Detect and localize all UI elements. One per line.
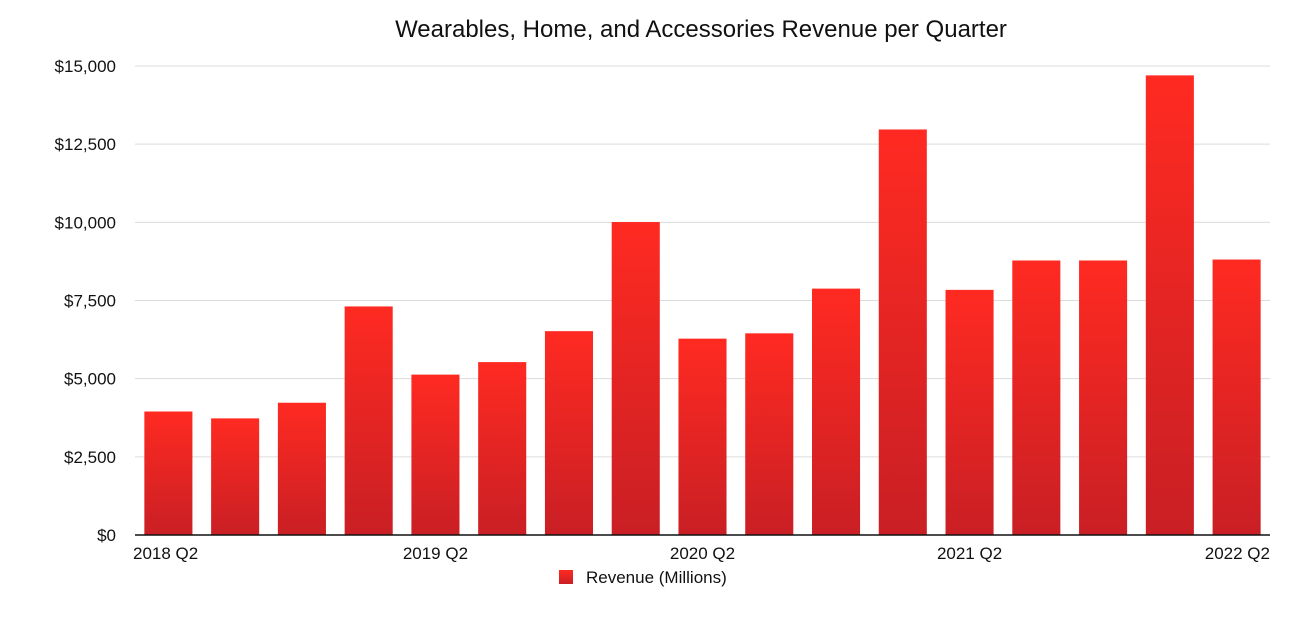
- x-tick-label: 2018 Q2: [133, 544, 198, 563]
- bar: [745, 333, 794, 535]
- bars: [144, 75, 1261, 536]
- y-tick-label: $0: [97, 526, 116, 545]
- bar: [1079, 260, 1128, 535]
- bar: [811, 288, 861, 535]
- x-axis: 2018 Q2 2019 Q2 2020 Q2 2021 Q2 2022 Q2: [133, 534, 1270, 563]
- bar: [277, 402, 326, 535]
- y-tick-label: $12,500: [55, 135, 116, 154]
- y-tick-label: $10,000: [55, 213, 116, 232]
- x-tick-label: 2022 Q2: [1205, 544, 1270, 563]
- bar: [411, 374, 460, 535]
- bar: [544, 331, 594, 535]
- bar: [144, 411, 193, 535]
- bar: [344, 306, 393, 535]
- y-tick-label: $2,500: [64, 448, 116, 467]
- bar: [478, 362, 527, 535]
- bar: [611, 222, 660, 535]
- bar: [211, 418, 260, 535]
- y-tick-label: $5,000: [64, 370, 116, 389]
- bar: [1145, 75, 1194, 535]
- bar: [878, 129, 927, 536]
- y-tick-label: $7,500: [64, 292, 116, 311]
- x-tick-label: 2021 Q2: [937, 544, 1002, 563]
- bar: [678, 338, 727, 535]
- bar: [1012, 260, 1061, 535]
- y-axis: $0 $2,500 $5,000 $7,500 $10,000 $12,500 $15,00…: [55, 57, 116, 545]
- x-tick-label: 2019 Q2: [403, 544, 468, 563]
- legend: Revenue (Millions): [559, 568, 727, 587]
- legend-label: Revenue (Millions): [586, 568, 727, 587]
- y-tick-label: $15,000: [55, 57, 116, 76]
- legend-swatch: [559, 570, 573, 584]
- chart-title: Wearables, Home, and Accessories Revenue…: [395, 16, 1007, 43]
- bar: [1212, 259, 1261, 535]
- bar: [945, 289, 994, 535]
- x-tick-label: 2020 Q2: [670, 544, 735, 563]
